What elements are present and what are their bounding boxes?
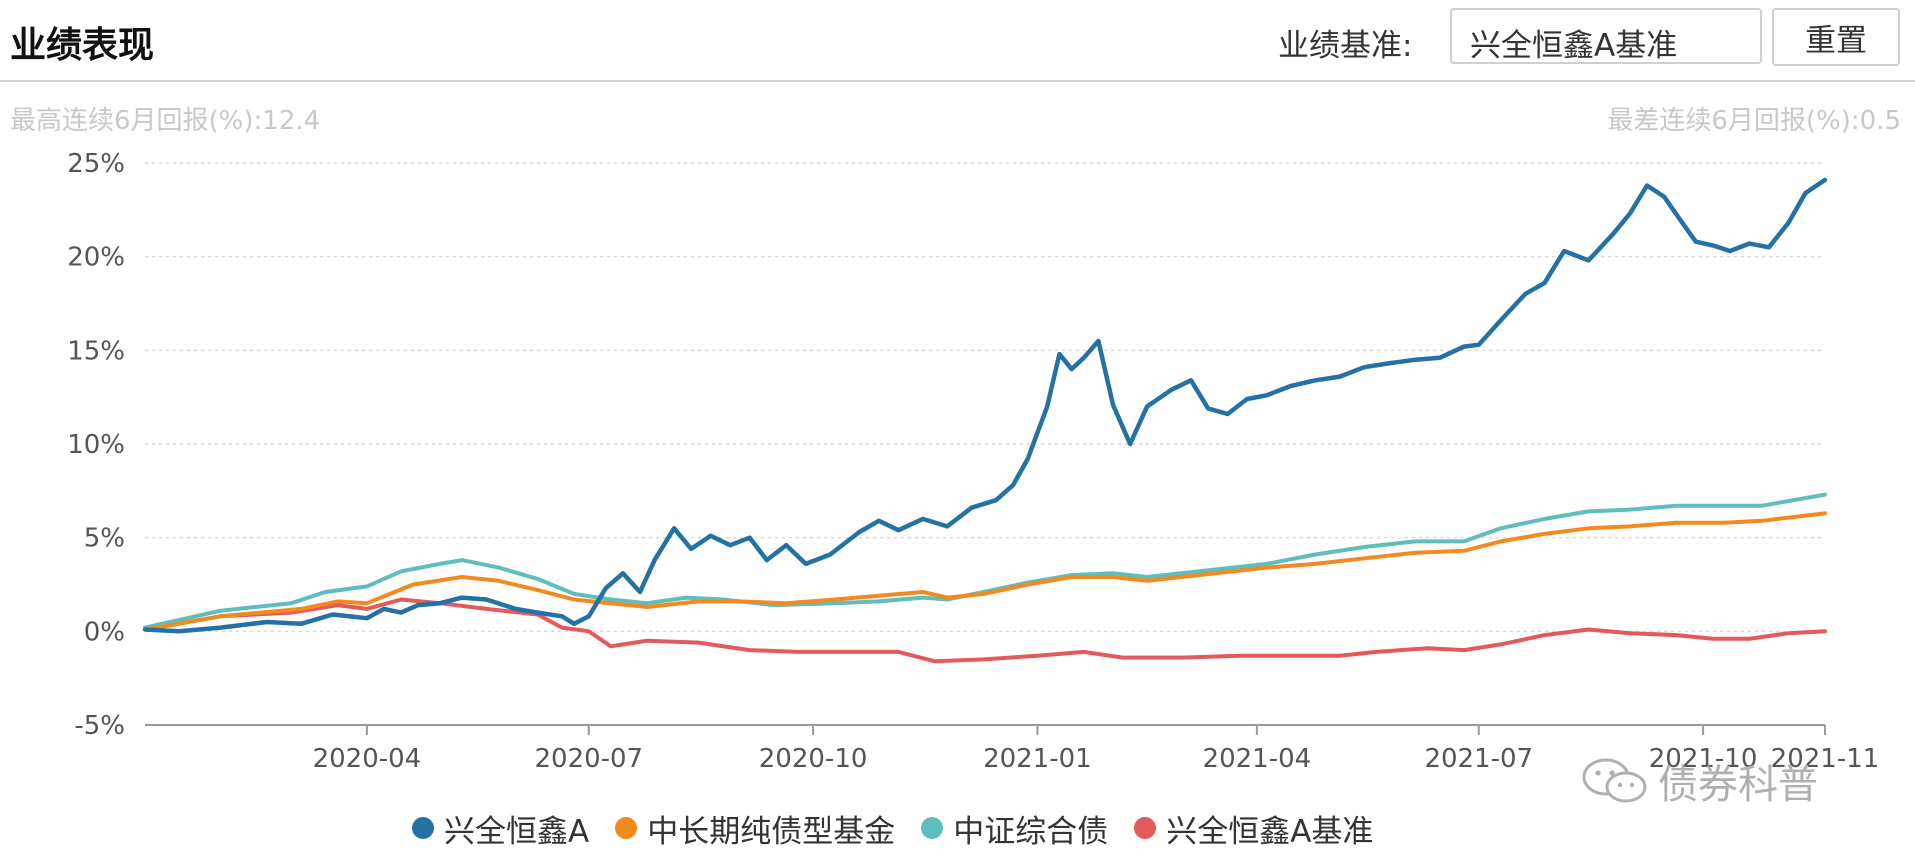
series-layer <box>142 177 1828 664</box>
x-tick-label: 2020-04 <box>313 744 422 774</box>
legend-item-4[interactable]: 兴全恒鑫A基准 <box>1134 806 1373 851</box>
y-tick-label: 0% <box>84 617 125 647</box>
x-tick-label: 2021-04 <box>1203 744 1312 774</box>
worst-6m-return: 最差连续6月回报(%):0.5 <box>1607 106 1901 136</box>
legend-item-2[interactable]: 中长期纯债型基金 <box>615 806 895 851</box>
y-tick-label: 10% <box>67 430 125 460</box>
x-tick-label: 2021-10 <box>1649 744 1758 774</box>
series-line-3 <box>143 492 1827 630</box>
x-tick-label: 2021-11 <box>1771 744 1880 774</box>
x-tick-label: 2021-01 <box>983 744 1092 774</box>
page-title: 业绩表现 <box>10 25 155 66</box>
legend-marker <box>1134 817 1157 839</box>
wechat-icon <box>1582 758 1647 803</box>
legend-label: 兴全恒鑫A <box>444 813 590 850</box>
legend-item-1[interactable]: 兴全恒鑫A <box>412 806 589 851</box>
x-tick-label: 2020-10 <box>759 744 868 774</box>
best-6m-return: 最高连续6月回报(%):12.4 <box>10 106 321 136</box>
axis-layer: 25% 20% 15% 10% 5% 0% -5% 2020-04 2020-07 2020-10… <box>67 149 1879 774</box>
y-tick-label: -5% <box>74 711 125 741</box>
reset-button[interactable]: 重置 <box>1772 8 1900 66</box>
y-tick-label: 20% <box>67 243 125 273</box>
series-line-1 <box>142 177 1828 634</box>
x-tick-label: 2021-07 <box>1424 744 1533 774</box>
legend-marker <box>921 817 944 839</box>
x-tick-label: 2020-07 <box>534 744 643 774</box>
benchmark-select[interactable]: 兴全恒鑫A基准 <box>1450 8 1762 64</box>
legend-marker <box>615 817 638 839</box>
legend-marker <box>412 817 434 839</box>
series-line-4 <box>143 597 1827 664</box>
benchmark-label: 业绩基准: <box>1278 28 1413 64</box>
legend-item-3[interactable]: 中证综合债 <box>921 806 1108 851</box>
y-tick-label: 25% <box>67 149 125 179</box>
y-tick-label: 15% <box>67 336 125 366</box>
grid-layer <box>145 162 1825 726</box>
legend-label: 兴全恒鑫A基准 <box>1166 813 1374 850</box>
watermark-text: 债券科普 <box>1658 762 1818 808</box>
legend-label: 中证综合债 <box>953 813 1109 850</box>
watermark: 债券科普 <box>1582 752 1818 810</box>
performance-chart: 25% 20% 15% 10% 5% 0% -5% 2020-04 2020-07 2020-10… <box>67 149 1879 774</box>
series-line-2 <box>143 511 1827 632</box>
legend-label: 中长期纯债型基金 <box>647 813 896 850</box>
header: 业绩表现 业绩基准: 兴全恒鑫A基准 重置 <box>0 0 1915 82</box>
chart-legend: 兴全恒鑫A 中长期纯债型基金 中证综合债 兴全恒鑫A基准 <box>412 806 1399 851</box>
y-tick-label: 5% <box>84 524 125 554</box>
